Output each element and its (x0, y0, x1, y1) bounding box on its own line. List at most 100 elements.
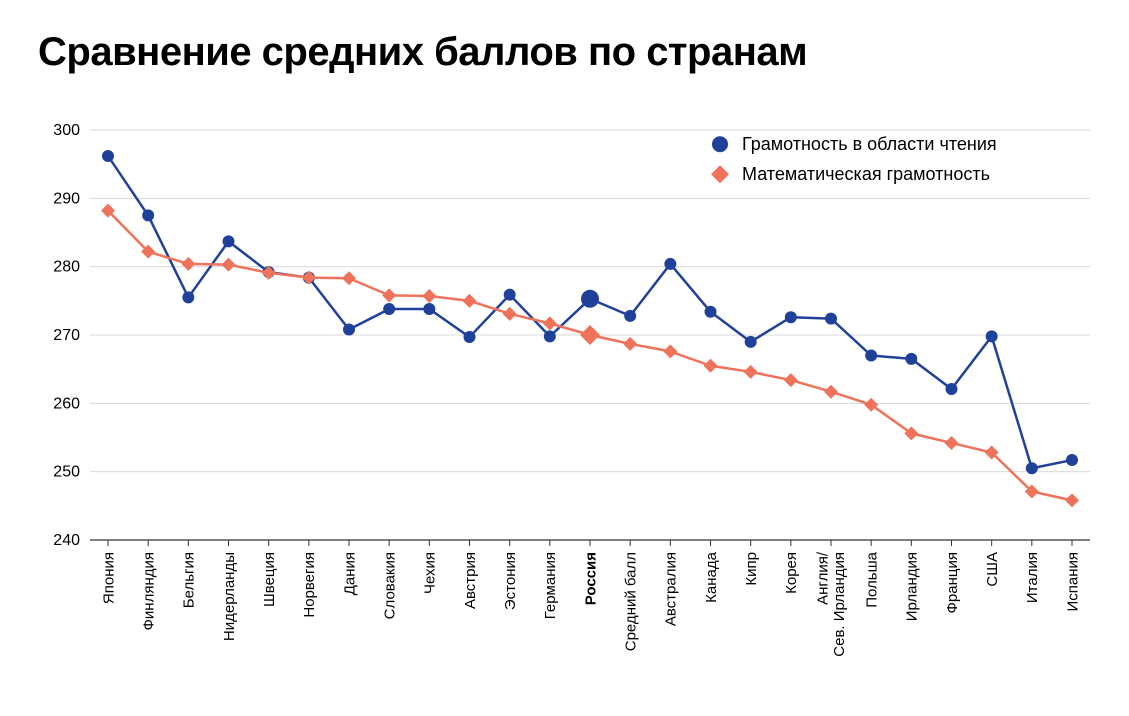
legend-item: Грамотность в области чтения (712, 134, 997, 154)
svg-text:Канада: Канада (703, 551, 720, 602)
series-point (343, 324, 355, 336)
x-tick: Норвегия (301, 552, 318, 618)
series-point (1066, 454, 1078, 466)
svg-text:Ирландия: Ирландия (904, 552, 921, 621)
y-tick: 260 (53, 395, 80, 412)
svg-text:270: 270 (53, 327, 80, 344)
svg-text:Математическая грамотность: Математическая грамотность (742, 164, 990, 184)
svg-text:300: 300 (53, 122, 80, 139)
series-point (463, 294, 477, 308)
svg-text:Средний балл: Средний балл (622, 552, 639, 651)
series-point (504, 289, 516, 301)
x-tick: Австрия (462, 552, 479, 609)
series-point (946, 383, 958, 395)
series-point (342, 271, 356, 285)
y-tick: 240 (53, 532, 80, 549)
x-tick: Чехия (422, 552, 439, 594)
series-point (423, 303, 435, 315)
series-point (503, 307, 517, 321)
svg-text:Польша: Польша (863, 551, 880, 607)
svg-text:Франция: Франция (944, 552, 961, 613)
x-tick: Испания (1064, 552, 1081, 612)
svg-text:Швеция: Швеция (261, 552, 278, 607)
legend-item: Математическая грамотность (711, 164, 990, 184)
x-tick: Япония (100, 552, 117, 604)
series-point (543, 316, 557, 330)
series-point (824, 385, 838, 399)
page-title: Сравнение средних баллов по странам (38, 30, 1099, 75)
series-line-0 (108, 156, 1072, 468)
svg-text:Дания: Дания (341, 552, 358, 595)
svg-text:Япония: Япония (100, 552, 117, 604)
series-point (945, 436, 959, 450)
series-point (383, 303, 395, 315)
x-tick: Германия (542, 552, 559, 619)
series-point (1065, 493, 1079, 507)
series-point (704, 359, 718, 373)
x-tick: Франция (944, 552, 961, 613)
series-point (544, 330, 556, 342)
x-tick: Канада (703, 551, 720, 602)
y-tick: 290 (53, 190, 80, 207)
svg-text:Италия: Италия (1024, 552, 1041, 603)
x-tick: Дания (341, 552, 358, 595)
series-point (102, 150, 114, 162)
x-tick: Россия (582, 552, 599, 605)
y-tick: 280 (53, 259, 80, 276)
series-point (580, 325, 600, 345)
series-point (581, 290, 599, 308)
series-point (142, 209, 154, 221)
svg-text:Австралия: Австралия (663, 552, 680, 626)
series-point (865, 350, 877, 362)
series-point (745, 336, 757, 348)
x-tick: Эстония (502, 552, 519, 610)
svg-text:Испания: Испания (1064, 552, 1081, 612)
series-point (422, 289, 436, 303)
x-tick: Словакия (381, 552, 398, 619)
comparison-chart: 240 250 260 270 280 290 300 Япония Финляндия Бель… (30, 120, 1100, 680)
svg-text:Грамотность в области чтения: Грамотность в области чтения (742, 134, 997, 154)
x-tick: Австралия (663, 552, 680, 626)
svg-text:Финляндия: Финляндия (140, 552, 157, 630)
series-point (181, 257, 195, 271)
svg-text:Чехия: Чехия (422, 552, 439, 594)
x-tick: США (984, 552, 1001, 587)
svg-text:290: 290 (53, 190, 80, 207)
series-point (663, 344, 677, 358)
x-tick: Польша (863, 551, 880, 607)
svg-text:США: США (984, 552, 1001, 587)
series-point (664, 258, 676, 270)
svg-text:Германия: Германия (542, 552, 559, 619)
series-line-1 (108, 211, 1072, 501)
series-point (986, 330, 998, 342)
x-tick: Нидерланды (221, 552, 238, 641)
svg-text:Бельгия: Бельгия (181, 552, 198, 608)
svg-text:Норвегия: Норвегия (301, 552, 318, 618)
x-tick: Бельгия (181, 552, 198, 608)
series-point (182, 291, 194, 303)
series-point (382, 288, 396, 302)
series-point (905, 353, 917, 365)
series-point (624, 310, 636, 322)
svg-text:240: 240 (53, 532, 80, 549)
series-point (785, 311, 797, 323)
svg-text:Англия/Сев. Ирландия: Англия/Сев. Ирландия (814, 551, 848, 657)
svg-text:Эстония: Эстония (502, 552, 519, 610)
x-tick: Швеция (261, 552, 278, 607)
x-tick: Финляндия (140, 552, 157, 630)
series-point (223, 235, 235, 247)
svg-text:Нидерланды: Нидерланды (221, 552, 238, 641)
series-point (744, 365, 758, 379)
series-point (1026, 462, 1038, 474)
series-point (222, 258, 236, 272)
series-point (784, 373, 798, 387)
series-point (623, 337, 637, 351)
svg-text:260: 260 (53, 395, 80, 412)
x-tick: Средний балл (622, 552, 639, 651)
x-tick: Корея (783, 552, 800, 594)
series-point (825, 313, 837, 325)
x-tick: Кипр (743, 552, 760, 586)
svg-text:Россия: Россия (582, 552, 599, 605)
y-tick: 300 (53, 122, 80, 139)
y-tick: 250 (53, 464, 80, 481)
